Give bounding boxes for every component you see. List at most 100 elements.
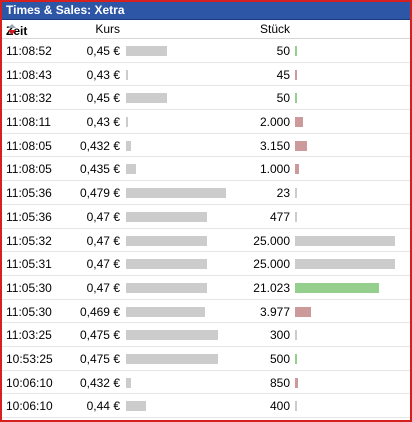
trade-quantity: 2.000 xyxy=(259,115,290,130)
trade-quantity: 50 xyxy=(276,44,290,58)
trade-price: 0,43 € xyxy=(86,115,120,130)
quantity-bar xyxy=(295,330,297,341)
trade-quantity: 400 xyxy=(269,399,290,414)
quantity-bar xyxy=(295,69,297,80)
trade-quantity: 3.150 xyxy=(259,138,290,153)
price-bar xyxy=(126,188,226,199)
trade-price: 0,43 € xyxy=(86,67,120,82)
trade-quantity: 300 xyxy=(269,328,290,343)
trade-price: 0,47 € xyxy=(86,280,120,295)
trade-quantity: 23 xyxy=(276,186,290,201)
trade-time: 11:05:30 xyxy=(6,280,52,295)
quantity-bar xyxy=(295,282,379,293)
price-bar xyxy=(126,259,207,270)
trade-time: 10:53:25 xyxy=(6,351,53,366)
trade-price: 0,45 € xyxy=(86,91,120,106)
trade-price: 0,47 € xyxy=(86,209,120,224)
trade-time: 11:03:25 xyxy=(6,328,52,343)
column-header-kurs: Kurs xyxy=(95,22,120,36)
trade-price: 0,44 € xyxy=(86,399,120,414)
trade-price: 0,47 € xyxy=(86,257,120,272)
quantity-bar xyxy=(295,259,395,270)
trade-price: 0,45 € xyxy=(86,44,120,58)
trade-time: 11:08:32 xyxy=(6,91,52,106)
quantity-bar xyxy=(295,46,297,56)
trade-quantity: 850 xyxy=(269,375,290,390)
trade-quantity: 50 xyxy=(276,91,290,106)
table-row: 11:05:36 0,47 € 477 xyxy=(2,205,410,229)
trade-quantity: 1.000 xyxy=(259,162,290,177)
table-row: 11:08:05 0,432 € 3.150 xyxy=(2,134,410,158)
price-bar xyxy=(126,46,167,56)
price-bar xyxy=(126,164,136,175)
trade-price: 0,432 € xyxy=(79,138,120,153)
trade-price: 0,435 € xyxy=(79,162,120,177)
trade-time: 11:08:05 xyxy=(6,138,52,153)
trade-time: 11:08:43 xyxy=(6,67,52,82)
table-row: 10:53:25 0,475 € 500 xyxy=(2,347,410,371)
quantity-bar xyxy=(295,188,297,199)
table-row: 11:03:25 0,475 € 300 xyxy=(2,323,410,347)
price-bar xyxy=(126,353,218,364)
trade-time: 11:05:31 xyxy=(6,257,52,272)
widget-title: Times & Sales: Xetra xyxy=(2,2,410,20)
price-bar xyxy=(126,377,131,388)
trade-quantity: 477 xyxy=(269,209,290,224)
quantity-bar xyxy=(295,377,298,388)
trade-quantity: 25.000 xyxy=(253,257,290,272)
price-bar xyxy=(126,69,128,80)
trade-time: 11:05:32 xyxy=(6,233,52,248)
price-bar xyxy=(126,93,167,104)
trade-time: 11:08:11 xyxy=(6,115,51,130)
table-row: 11:08:43 0,43 € 45 xyxy=(2,63,410,87)
price-bar xyxy=(126,306,205,317)
trade-time: 11:08:52 xyxy=(6,44,52,58)
quantity-bar xyxy=(295,164,299,175)
trade-quantity: 25.000 xyxy=(253,233,290,248)
price-bar xyxy=(126,282,207,293)
quantity-bar xyxy=(295,401,297,412)
trade-time: 10:06:10 xyxy=(6,399,53,414)
trade-time: 11:05:36 xyxy=(6,209,52,224)
quantity-bar xyxy=(295,211,297,222)
price-bar xyxy=(126,211,207,222)
trade-price: 0,479 € xyxy=(79,186,120,201)
trade-time: 10:06:10 xyxy=(6,375,53,390)
table-row: 11:08:05 0,435 € 1.000 xyxy=(2,157,410,182)
table-row: 11:05:30 0,469 € 3.977 xyxy=(2,300,410,324)
price-bar xyxy=(126,401,146,412)
trade-time: 11:05:30 xyxy=(6,304,52,319)
column-header-stueck: Stück xyxy=(259,22,290,36)
quantity-bar xyxy=(295,306,311,317)
price-bar xyxy=(126,117,128,128)
trade-quantity: 45 xyxy=(276,67,290,82)
trade-quantity: 21.023 xyxy=(253,280,290,295)
quantity-bar xyxy=(295,93,297,104)
table-row: 11:05:36 0,479 € 23 xyxy=(2,181,410,205)
quantity-bar xyxy=(295,140,307,151)
sort-descending-icon[interactable] xyxy=(8,24,17,36)
table-row: 10:06:10 0,44 € 400 xyxy=(2,394,410,418)
price-bar xyxy=(126,330,218,341)
table-row: 11:05:32 0,47 € 25.000 xyxy=(2,229,410,253)
table-row: 11:08:32 0,45 € 50 xyxy=(2,86,410,111)
table-header: Zeit Kurs Stück xyxy=(2,20,410,39)
trade-price: 0,475 € xyxy=(79,351,120,366)
trade-price: 0,475 € xyxy=(79,328,120,343)
price-bar xyxy=(126,140,131,151)
trade-quantity: 500 xyxy=(269,351,290,366)
trades-list: 11:08:52 0,45 € 50 11:08:43 0,43 € 45 11:08:32… xyxy=(2,39,410,418)
trade-time: 11:05:36 xyxy=(6,186,52,201)
quantity-bar xyxy=(295,353,297,364)
table-row: 11:08:11 0,43 € 2.000 xyxy=(2,110,410,134)
trade-time: 11:08:05 xyxy=(6,162,52,177)
trade-price: 0,432 € xyxy=(79,375,120,390)
trade-price: 0,469 € xyxy=(79,304,120,319)
table-row: 11:08:52 0,45 € 50 xyxy=(2,39,410,63)
trade-quantity: 3.977 xyxy=(259,304,290,319)
quantity-bar xyxy=(295,235,395,246)
quantity-bar xyxy=(295,117,303,128)
trade-price: 0,47 € xyxy=(86,233,120,248)
price-bar xyxy=(126,235,207,246)
table-row: 10:06:10 0,432 € 850 xyxy=(2,371,410,395)
